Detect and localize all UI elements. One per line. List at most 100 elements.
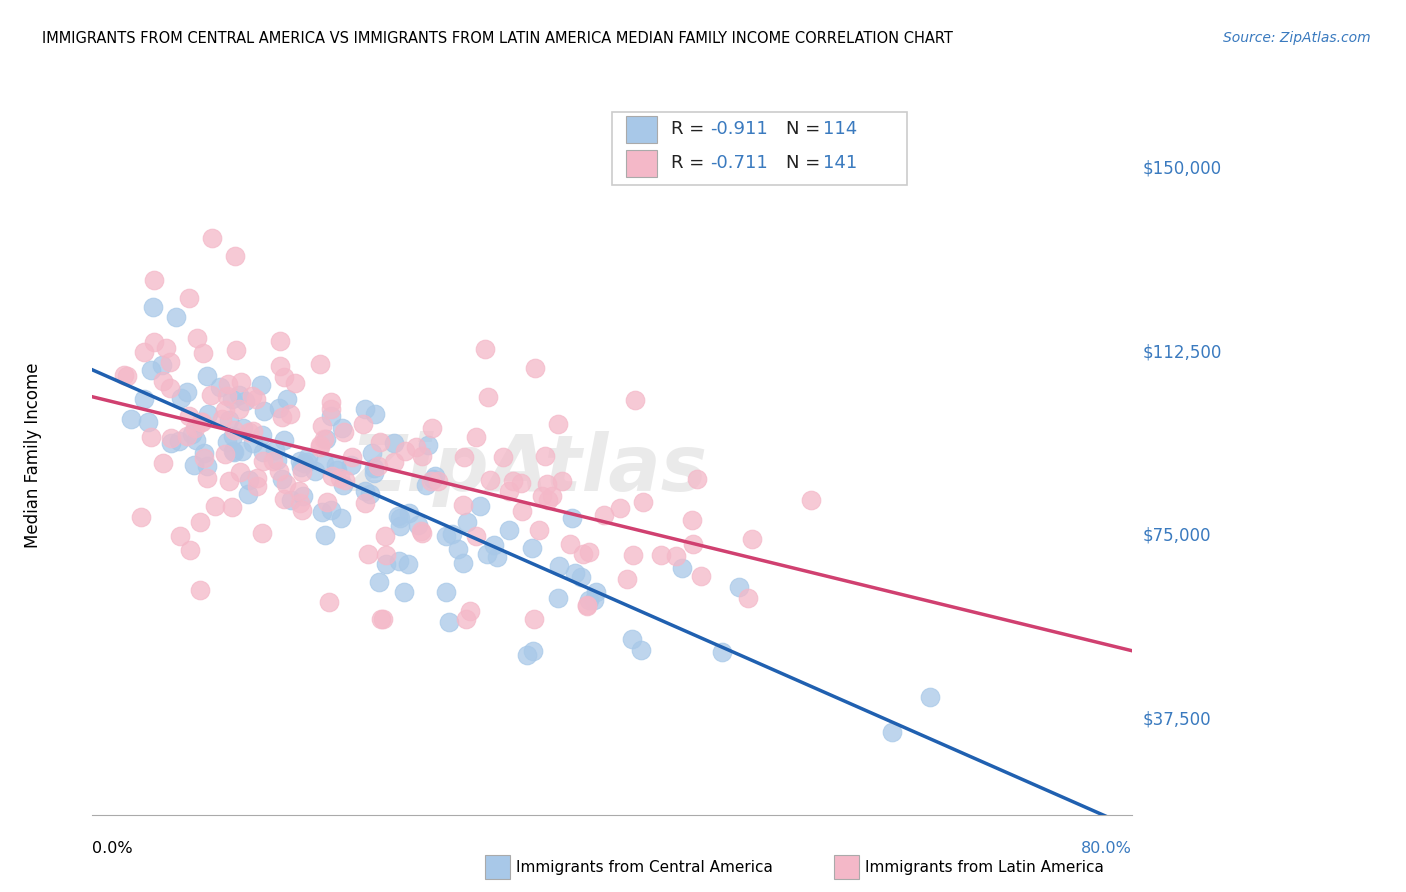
- Point: [273, 433, 295, 447]
- Point: [179, 291, 201, 305]
- Point: [188, 583, 211, 598]
- Point: [169, 434, 191, 449]
- Point: [221, 500, 243, 515]
- Point: [245, 392, 267, 406]
- Point: [273, 370, 295, 384]
- Point: [387, 509, 409, 524]
- Text: R =: R =: [671, 154, 710, 172]
- Point: [330, 511, 353, 525]
- Point: [353, 402, 375, 417]
- Point: [242, 435, 264, 450]
- Point: [232, 420, 254, 434]
- Point: [269, 359, 291, 374]
- Point: [159, 355, 181, 369]
- Point: [360, 445, 382, 459]
- Text: Source: ZipAtlas.com: Source: ZipAtlas.com: [1223, 31, 1371, 45]
- Point: [250, 428, 273, 442]
- Point: [564, 566, 586, 580]
- Point: [447, 541, 470, 556]
- Point: [288, 453, 311, 467]
- Point: [920, 690, 942, 704]
- Point: [370, 612, 392, 626]
- Point: [353, 417, 375, 431]
- Point: [309, 437, 332, 451]
- Point: [516, 648, 538, 662]
- Point: [319, 409, 342, 423]
- Point: [218, 413, 240, 427]
- Point: [474, 343, 496, 357]
- Point: [460, 604, 482, 618]
- Point: [425, 468, 447, 483]
- Point: [416, 438, 439, 452]
- Point: [681, 513, 703, 527]
- Point: [155, 341, 177, 355]
- Point: [204, 499, 226, 513]
- Point: [321, 503, 343, 517]
- Point: [195, 368, 218, 383]
- Point: [368, 574, 391, 589]
- Point: [333, 425, 356, 439]
- Point: [523, 612, 546, 626]
- Point: [342, 450, 364, 464]
- Point: [576, 598, 599, 612]
- Point: [217, 377, 239, 392]
- Point: [238, 425, 260, 439]
- Point: [451, 556, 474, 570]
- Point: [569, 570, 592, 584]
- Point: [186, 433, 208, 447]
- Text: IMMIGRANTS FROM CENTRAL AMERICA VS IMMIGRANTS FROM LATIN AMERICA MEDIAN FAMILY I: IMMIGRANTS FROM CENTRAL AMERICA VS IMMIG…: [42, 31, 953, 46]
- Point: [132, 392, 155, 406]
- Point: [330, 421, 353, 435]
- Point: [217, 389, 239, 403]
- Point: [547, 591, 569, 605]
- Point: [214, 447, 236, 461]
- Point: [486, 550, 509, 565]
- Point: [297, 450, 319, 465]
- Point: [357, 547, 380, 561]
- Point: [170, 392, 193, 406]
- Point: [159, 381, 181, 395]
- Text: N =: N =: [786, 154, 825, 172]
- Point: [509, 475, 531, 490]
- Point: [437, 615, 460, 629]
- Point: [193, 446, 215, 460]
- Point: [181, 426, 204, 441]
- Point: [880, 725, 903, 739]
- Point: [218, 474, 240, 488]
- Point: [332, 477, 354, 491]
- Point: [280, 493, 302, 508]
- Point: [236, 486, 259, 500]
- Point: [561, 510, 583, 524]
- Point: [208, 380, 231, 394]
- Point: [183, 458, 205, 473]
- Text: -0.711: -0.711: [710, 154, 768, 172]
- Point: [388, 554, 411, 568]
- Point: [548, 558, 571, 573]
- Point: [384, 455, 406, 469]
- Point: [464, 430, 486, 444]
- Point: [309, 440, 332, 454]
- Point: [120, 412, 142, 426]
- Point: [453, 450, 475, 464]
- Point: [373, 612, 395, 626]
- Point: [685, 472, 707, 486]
- Point: [190, 415, 212, 429]
- Point: [195, 459, 218, 474]
- Point: [363, 467, 385, 481]
- Point: [274, 476, 297, 491]
- Point: [537, 493, 560, 508]
- Point: [177, 409, 200, 423]
- Point: [179, 543, 201, 558]
- Point: [186, 330, 208, 344]
- Point: [269, 334, 291, 349]
- Point: [451, 498, 474, 512]
- Point: [278, 407, 301, 421]
- Point: [498, 483, 520, 498]
- Point: [309, 357, 332, 371]
- Text: 0.0%: 0.0%: [93, 841, 134, 856]
- Point: [411, 450, 433, 464]
- Point: [456, 515, 478, 529]
- Point: [193, 450, 215, 465]
- Point: [741, 532, 763, 546]
- Point: [363, 461, 385, 475]
